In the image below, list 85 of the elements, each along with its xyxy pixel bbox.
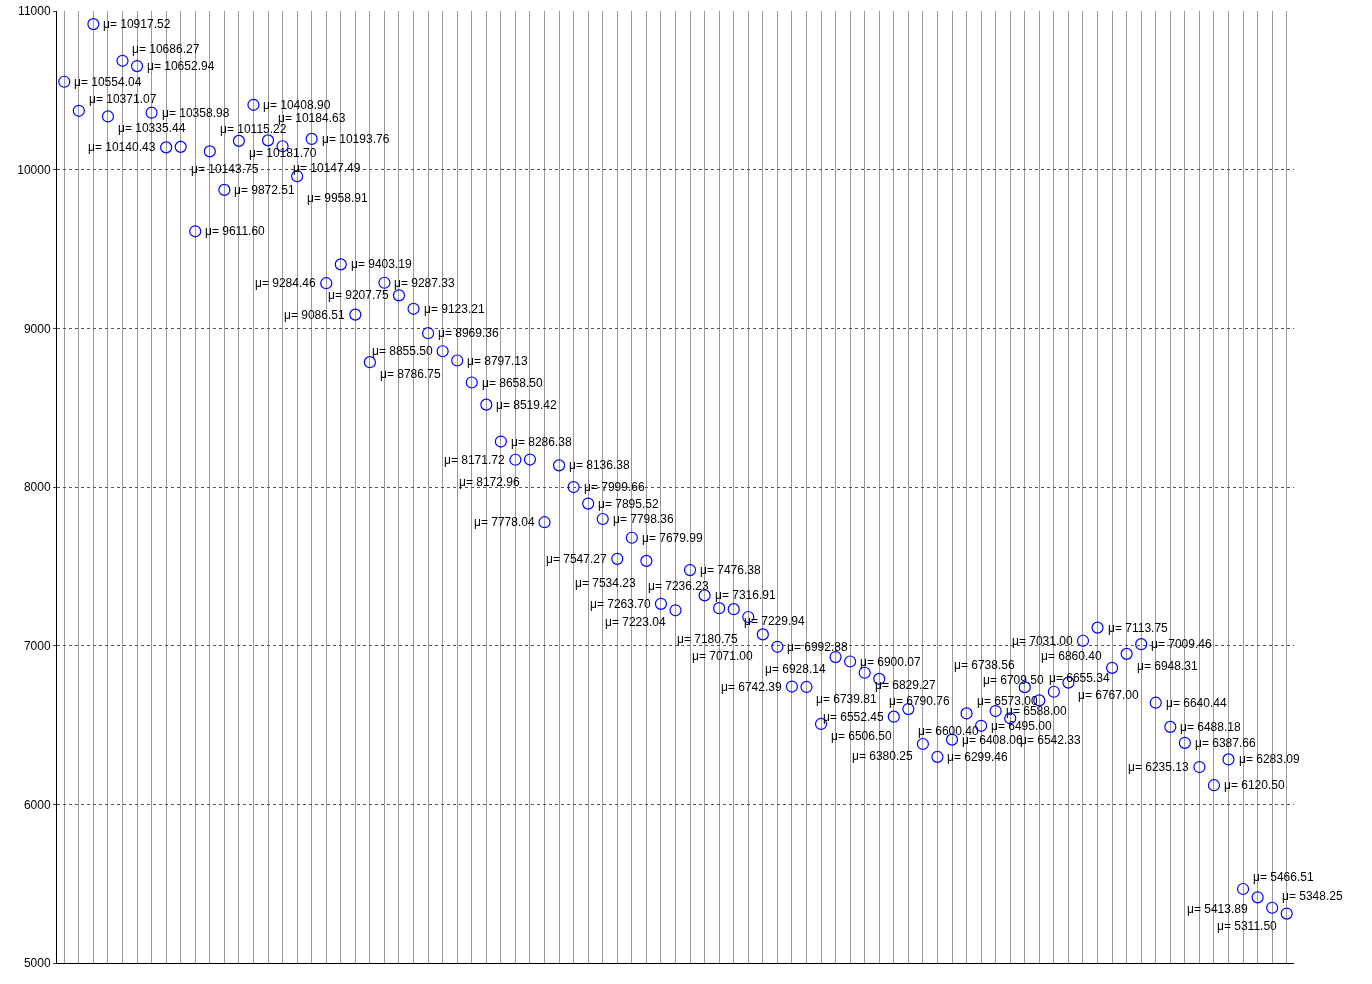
- data-label: μ= 7547.27: [546, 552, 607, 566]
- data-label: μ= 6738.56: [954, 658, 1015, 672]
- data-label: μ= 7071.00: [692, 649, 753, 663]
- data-label: μ= 10184.63: [278, 111, 346, 125]
- data-label: μ= 10115.22: [220, 122, 287, 136]
- data-label: μ= 10408.90: [263, 98, 331, 112]
- data-label: μ= 7316.91: [715, 588, 776, 602]
- data-label: μ= 10917.52: [103, 17, 171, 31]
- data-label: μ= 10181.70: [249, 146, 317, 160]
- data-label: μ= 6120.50: [1224, 778, 1285, 792]
- data-label: μ= 6655.34: [1049, 671, 1110, 685]
- data-label: μ= 7476.38: [700, 563, 761, 577]
- data-label: μ= 9958.91: [307, 191, 368, 205]
- data-label: μ= 8786.75: [380, 367, 441, 381]
- data-label: μ= 7534.23: [575, 576, 636, 590]
- data-label: μ= 7679.99: [642, 531, 703, 545]
- data-label: μ= 6742.39: [721, 680, 782, 694]
- data-label: μ= 7798.36: [613, 512, 674, 526]
- data-label: μ= 8172.96: [459, 475, 520, 489]
- y-tick-label: 10000: [17, 162, 51, 177]
- data-label: μ= 8519.42: [496, 398, 557, 412]
- data-label: μ= 8171.72: [444, 453, 505, 467]
- data-label: μ= 7113.75: [1108, 621, 1169, 635]
- data-label: μ= 7895.52: [598, 497, 659, 511]
- data-label: μ= 6552.45: [823, 710, 884, 724]
- data-label: μ= 8136.38: [569, 458, 630, 472]
- data-label: μ= 7180.75: [677, 632, 738, 646]
- data-label: μ= 10143.75: [191, 162, 259, 176]
- data-label: μ= 7009.46: [1151, 637, 1212, 651]
- data-label: μ= 10358.98: [162, 106, 230, 120]
- y-tick-label: 11000: [18, 4, 51, 19]
- data-label: μ= 9086.51: [284, 308, 345, 322]
- data-label: μ= 9123.21: [424, 302, 485, 316]
- data-label: μ= 8797.13: [467, 354, 528, 368]
- data-label: μ= 10686.27: [132, 42, 200, 56]
- data-label: μ= 8658.50: [482, 376, 543, 390]
- data-label: μ= 7236.23: [648, 579, 709, 593]
- data-label: μ= 6600.40: [918, 724, 979, 738]
- data-label: μ= 7223.04: [605, 615, 666, 629]
- data-label: μ= 6790.76: [889, 694, 950, 708]
- data-label: μ= 6387.66: [1195, 736, 1256, 750]
- data-label: μ= 9403.19: [351, 257, 412, 271]
- data-label: μ= 6709.50: [983, 673, 1044, 687]
- data-label: μ= 7031.00: [1012, 634, 1073, 648]
- y-tick-label: 7000: [23, 638, 51, 653]
- data-label: μ= 6506.50: [831, 729, 892, 743]
- data-label: μ= 9611.60: [205, 224, 266, 238]
- data-label: μ= 9284.46: [255, 276, 316, 290]
- data-label: μ= 10193.76: [322, 132, 390, 146]
- data-label: μ= 9287.33: [394, 276, 455, 290]
- data-label: μ= 10554.04: [74, 75, 142, 89]
- data-label: μ= 8855.50: [372, 344, 433, 358]
- data-label: μ= 6495.00: [991, 719, 1052, 733]
- data-label: μ= 6299.46: [947, 750, 1008, 764]
- data-label: μ= 6380.25: [852, 749, 913, 763]
- data-label: μ= 5311.50: [1217, 919, 1278, 933]
- data-label: μ= 5413.89: [1187, 902, 1248, 916]
- data-label: μ= 6640.44: [1166, 696, 1227, 710]
- data-label: μ= 6283.09: [1239, 752, 1300, 766]
- data-label: μ= 6928.14: [765, 662, 826, 676]
- data-label: μ= 7778.04: [474, 515, 535, 529]
- data-label: μ= 10652.94: [147, 59, 215, 73]
- data-label: μ= 6900.07: [860, 655, 921, 669]
- data-label: μ= 10371.07: [89, 92, 157, 106]
- data-label: μ= 6739.81: [816, 692, 877, 706]
- data-label: μ= 7263.70: [590, 597, 651, 611]
- data-label: μ= 10335.44: [118, 121, 186, 135]
- data-label: μ= 6948.31: [1137, 659, 1198, 673]
- data-label: μ= 8969.36: [438, 326, 499, 340]
- data-label: μ= 9872.51: [234, 183, 295, 197]
- data-label: μ= 5466.51: [1253, 870, 1314, 884]
- data-label: μ= 6992.88: [787, 640, 848, 654]
- data-label: μ= 6235.13: [1128, 760, 1189, 774]
- data-label: μ= 6860.40: [1041, 649, 1102, 663]
- data-label: μ= 6488.18: [1180, 720, 1241, 734]
- y-tick-label: 8000: [23, 480, 51, 495]
- data-label: μ= 10140.43: [88, 140, 156, 154]
- data-label: μ= 5348.25: [1282, 889, 1343, 903]
- y-tick-label: 6000: [23, 797, 51, 812]
- data-label: μ= 8286.38: [511, 435, 572, 449]
- data-label: μ= 9207.75: [328, 288, 389, 302]
- data-label: μ= 6767.00: [1078, 688, 1139, 702]
- y-tick-label: 9000: [23, 321, 51, 336]
- data-label: μ= 7999.66: [584, 480, 645, 494]
- y-tick-label: 5000: [23, 956, 51, 971]
